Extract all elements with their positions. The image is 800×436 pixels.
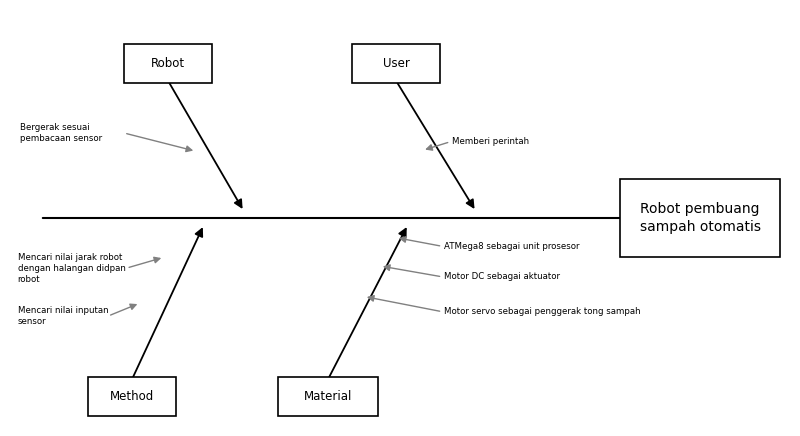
Text: Robot pembuang
sampah otomatis: Robot pembuang sampah otomatis — [639, 202, 761, 234]
Text: Mencari nilai jarak robot
dengan halangan didpan
robot: Mencari nilai jarak robot dengan halanga… — [18, 252, 126, 284]
FancyBboxPatch shape — [620, 179, 780, 257]
FancyBboxPatch shape — [278, 377, 378, 416]
FancyBboxPatch shape — [124, 44, 212, 83]
Text: Motor servo sebagai penggerak tong sampah: Motor servo sebagai penggerak tong sampa… — [444, 307, 641, 316]
Text: Mencari nilai inputan
sensor: Mencari nilai inputan sensor — [18, 306, 108, 326]
Text: Method: Method — [110, 390, 154, 403]
Text: Robot: Robot — [151, 57, 185, 70]
Text: ATMega8 sebagai unit prosesor: ATMega8 sebagai unit prosesor — [444, 242, 579, 251]
Text: Motor DC sebagai aktuator: Motor DC sebagai aktuator — [444, 272, 560, 281]
Text: Memberi perintah: Memberi perintah — [452, 137, 529, 146]
FancyBboxPatch shape — [88, 377, 176, 416]
FancyBboxPatch shape — [352, 44, 440, 83]
Text: Bergerak sesuai
pembacaan sensor: Bergerak sesuai pembacaan sensor — [20, 123, 102, 143]
Text: Material: Material — [304, 390, 352, 403]
Text: User: User — [382, 57, 410, 70]
